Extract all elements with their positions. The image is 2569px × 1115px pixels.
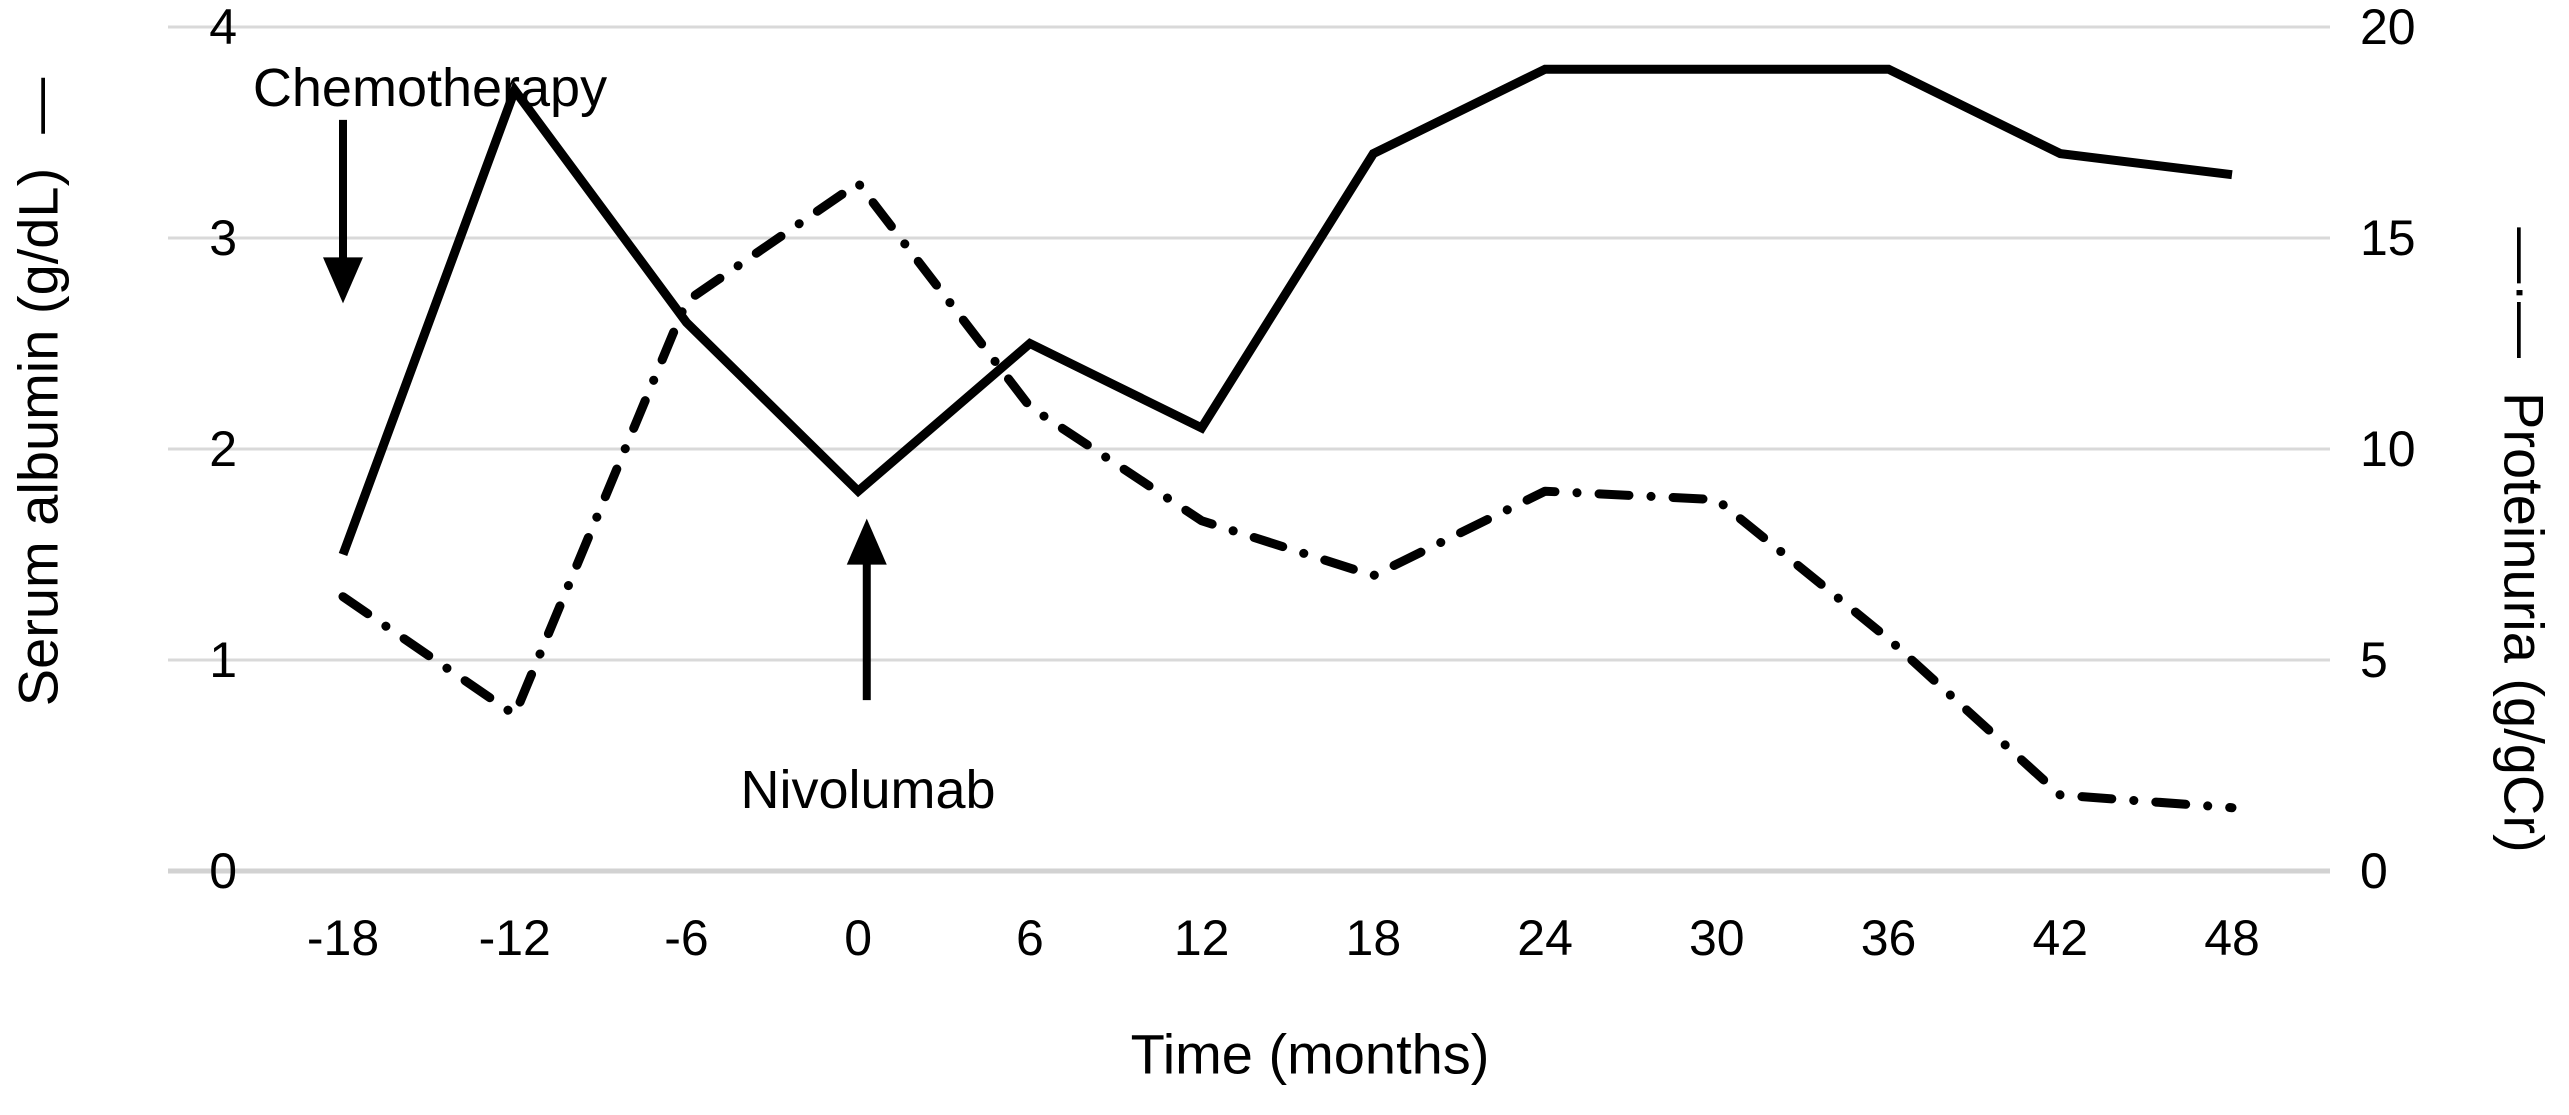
right-y-axis-tick-label: 15 xyxy=(2360,210,2416,266)
nivolumab-annotation-label: Nivolumab xyxy=(740,760,996,820)
right-y-axis-title-label: Proteinuria (g/gCr) xyxy=(2492,392,2556,853)
right-y-axis-title: —·— Proteinuria (g/gCr) xyxy=(2492,227,2557,852)
right-y-axis-tick-label: 0 xyxy=(2360,843,2388,899)
left-y-axis-tick-label: 0 xyxy=(209,843,237,899)
x-axis-tick-label: 30 xyxy=(1689,910,1745,966)
left-y-axis-title: Serum albumin (g/dL) — xyxy=(6,78,71,706)
x-axis-tick-label: 6 xyxy=(1016,910,1044,966)
serum-albumin-line xyxy=(338,64,2233,557)
left-y-axis-tick-label: 3 xyxy=(209,210,237,266)
x-axis-tick-label: 18 xyxy=(1346,910,1402,966)
chemotherapy-annotation-label: Chemotherapy xyxy=(252,58,608,118)
left-y-axis-tick-label: 2 xyxy=(209,421,237,477)
x-axis-tick-label: -6 xyxy=(664,910,708,966)
left-y-axis-tick-label: 4 xyxy=(209,0,237,55)
proteinuria-line xyxy=(338,178,2237,813)
nivolumab-arrow-head-icon xyxy=(846,518,887,565)
x-axis-tick-label: 36 xyxy=(1861,910,1917,966)
solid-line-legend-icon: — xyxy=(6,77,70,134)
x-axis-title: Time (months) xyxy=(1130,1022,1490,1086)
x-axis-tick-label: 24 xyxy=(1517,910,1573,966)
x-axis-tick-label: -12 xyxy=(479,910,551,966)
left-y-axis-title-label: Serum albumin (g/dL) xyxy=(6,167,70,707)
dash-dot-line-legend-icon: —·— xyxy=(2492,227,2556,359)
x-axis-tick-label: 0 xyxy=(844,910,872,966)
x-axis-tick-label: 42 xyxy=(2032,910,2088,966)
left-y-axis-tick-label: 1 xyxy=(209,632,237,688)
x-axis-tick-label: 12 xyxy=(1174,910,1230,966)
x-axis-tick-label: 48 xyxy=(2204,910,2260,966)
chemotherapy-arrow-head-icon xyxy=(323,257,363,304)
right-y-axis-tick-label: 10 xyxy=(2360,421,2416,477)
right-y-axis-tick-label: 5 xyxy=(2360,632,2388,688)
right-y-axis-tick-label: 20 xyxy=(2360,0,2416,55)
x-axis-tick-label: -18 xyxy=(307,910,379,966)
